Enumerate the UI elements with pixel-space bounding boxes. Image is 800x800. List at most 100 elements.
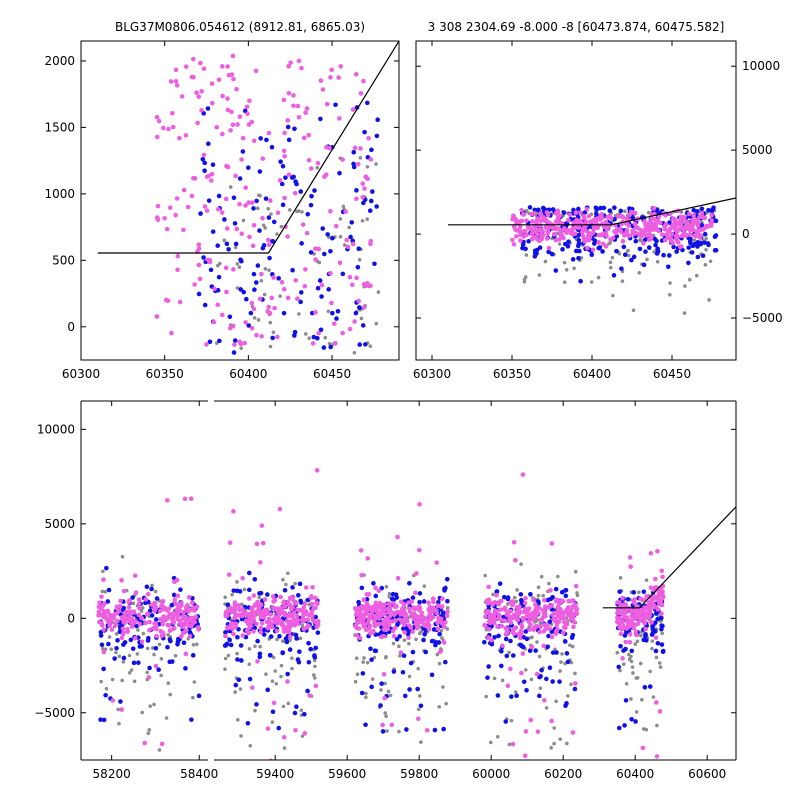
x-tick-label: 60400 [573,367,611,381]
data-point-magenta [549,718,554,724]
data-point-gray [266,207,271,211]
data-point-magenta [541,629,547,634]
data-point-gray [572,266,576,271]
data-point-blue [527,648,533,654]
data-point-blue [227,637,232,643]
data-point-magenta [551,225,557,230]
data-point-magenta [113,622,118,628]
data-point-blue [297,649,302,654]
data-point-blue [554,650,559,655]
data-point-blue [537,693,542,699]
data-point-gray [153,589,158,594]
data-point-magenta [608,237,613,242]
data-point-magenta [177,135,182,141]
data-point-blue [309,193,314,199]
data-point-magenta [254,541,260,547]
data-point-blue [189,717,194,722]
data-point-gray [248,743,253,748]
data-point-blue [235,634,240,640]
data-point-blue [410,649,416,655]
data-point-magenta [655,548,660,554]
data-point-blue [231,588,237,593]
data-point-blue [198,211,203,216]
data-point-gray [637,590,641,595]
data-point-blue [364,100,370,106]
data-point-magenta [555,226,561,231]
data-point-magenta [182,496,188,502]
data-point-gray [630,665,635,669]
data-point-blue [423,649,429,655]
data-point-magenta [379,634,384,640]
data-point-magenta [405,618,410,624]
data-point-blue [171,592,177,598]
data-point-magenta [304,106,310,111]
data-point-blue [298,290,304,295]
data-point-magenta [310,601,315,607]
data-point-magenta [499,623,505,629]
data-point-magenta [201,66,207,72]
data-point-magenta [620,656,625,661]
data-point-magenta [147,627,152,633]
data-point-magenta [537,606,542,611]
data-point-gray [573,569,578,574]
data-point-magenta [615,600,620,605]
data-point-magenta [212,286,217,292]
data-point-blue [306,640,311,646]
data-point-magenta [505,683,511,689]
data-point-blue [130,595,135,600]
data-point-gray [152,652,156,657]
data-point-magenta [286,600,291,605]
data-point-gray [362,656,366,660]
data-point-blue [325,232,330,237]
data-point-magenta [529,644,535,650]
data-point-magenta [584,206,590,212]
data-point-gray [407,674,412,679]
data-point-blue [283,175,288,180]
data-point-blue [659,642,665,647]
data-point-magenta [691,213,696,218]
data-point-blue [521,679,527,685]
data-point-blue [690,243,696,249]
data-point-magenta [259,620,265,626]
data-point-magenta [632,221,638,227]
data-point-gray [515,588,519,592]
data-point-blue [647,684,653,689]
data-point-blue [618,208,624,214]
data-point-gray [233,690,237,694]
data-point-blue [318,116,323,122]
data-point-magenta [125,609,131,615]
data-point-blue [485,675,490,680]
data-point-blue [643,249,648,254]
data-point-blue [655,246,660,252]
data-point-blue [563,703,568,709]
data-point-magenta [441,640,447,645]
data-point-blue [357,342,363,347]
x-tick-label: 60400 [616,767,654,781]
data-point-blue [293,632,299,638]
data-point-magenta [672,217,678,222]
data-point-magenta [575,224,580,230]
data-point-gray [658,665,663,669]
data-point-gray [512,595,517,600]
data-point-blue [649,632,655,637]
data-point-gray [275,232,279,236]
data-point-gray [107,635,112,639]
data-point-magenta [566,598,571,604]
data-point-blue [546,249,551,255]
data-point-blue [623,698,629,703]
data-point-gray [223,656,228,661]
data-point-gray [435,652,440,657]
data-point-gray [445,605,450,610]
data-point-blue [101,666,106,672]
data-point-magenta [696,220,701,226]
data-point-blue [153,617,159,622]
data-point-magenta [402,629,407,635]
data-point-magenta [382,623,387,629]
data-point-blue [417,591,423,596]
data-point-magenta [623,639,629,645]
data-point-magenta [410,629,415,635]
data-point-magenta [413,590,418,596]
data-point-blue [270,335,275,341]
data-point-magenta [193,614,199,620]
data-point-magenta [590,230,596,235]
